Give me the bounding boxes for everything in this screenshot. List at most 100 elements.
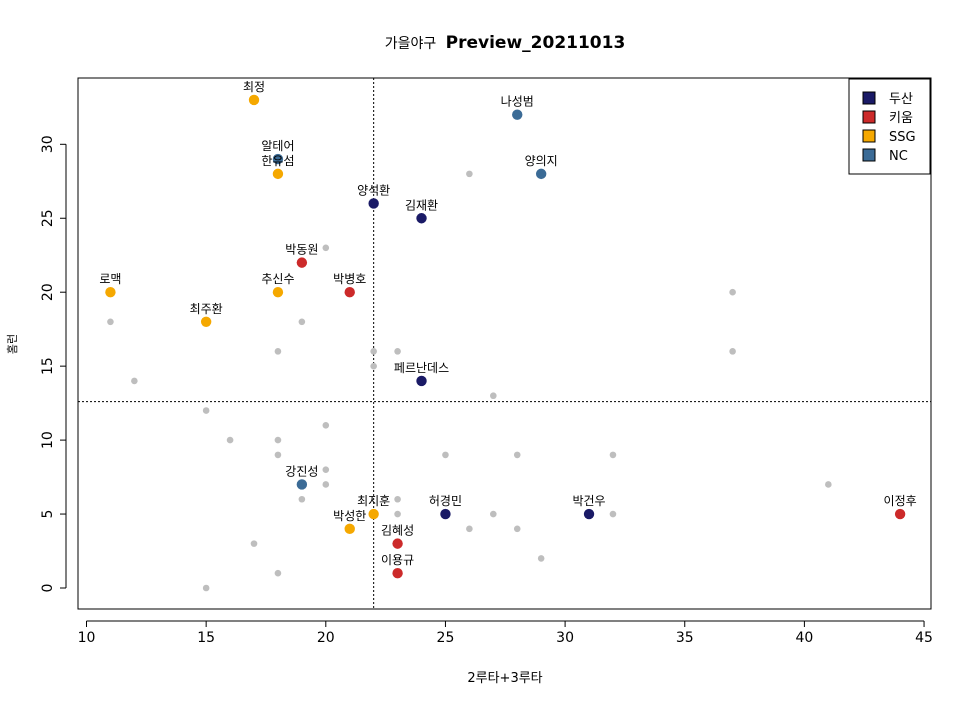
player-label: 추신수 (261, 272, 294, 286)
background-point (370, 362, 377, 370)
background-point (394, 348, 401, 355)
player-point (272, 168, 284, 180)
background-point (394, 510, 401, 518)
y-tick-label: 10 (40, 431, 56, 449)
player-label: 최주환 (190, 302, 223, 316)
plot-frame (77, 77, 932, 610)
player-point (416, 375, 427, 387)
x-tick-label: 15 (197, 630, 215, 646)
y-tick-label: 20 (40, 283, 56, 301)
player-point (200, 316, 212, 327)
x-tick-label: 20 (317, 630, 335, 646)
player-label: 로맥 (99, 272, 121, 286)
player-point (105, 287, 116, 298)
legend-swatch (862, 129, 876, 143)
player-point (535, 168, 547, 180)
legend-swatch (862, 148, 876, 162)
player-point (344, 287, 355, 298)
background-point (322, 481, 330, 488)
player-label: 최지훈 (357, 494, 390, 508)
background-point (825, 481, 832, 488)
legend-entry-label: 두산 (889, 92, 913, 107)
background-point (466, 170, 473, 178)
legend-swatch (862, 110, 876, 124)
chart-title-prefix: 가을야구 (385, 36, 437, 52)
player-point (368, 198, 379, 209)
player-label: 김혜성 (381, 524, 414, 538)
player-label: 허경민 (429, 494, 462, 508)
y-tick-label: 5 (40, 510, 56, 519)
background-point (490, 510, 497, 518)
background-point (322, 422, 330, 429)
player-label: 나성범 (501, 95, 534, 109)
player-point (392, 538, 403, 549)
background-point (609, 510, 617, 518)
background-point (298, 495, 306, 503)
background-point (537, 555, 545, 562)
player-point (272, 287, 284, 298)
y-tick-label: 25 (40, 209, 56, 227)
player-point (344, 523, 355, 535)
background-point (298, 318, 306, 326)
background-point (274, 348, 282, 355)
reference-lines (78, 78, 931, 609)
background-point (490, 392, 497, 400)
y-tick-label: 30 (40, 135, 56, 153)
chart-title: 가을야구 Preview_20211013 (385, 33, 626, 53)
x-tick-label: 40 (795, 630, 813, 646)
x-axis-label: 2루타+3루타 (467, 671, 542, 686)
player-point (248, 94, 260, 106)
background-point (274, 569, 282, 577)
player-label: 페르난데스 (394, 361, 449, 375)
player-point (440, 508, 451, 520)
background-point (442, 451, 449, 459)
background-point (226, 436, 234, 444)
player-label: 알테어 (261, 139, 294, 153)
player-label: 최정 (243, 80, 265, 94)
player-label: 이정후 (884, 494, 917, 508)
y-tick-label: 0 (40, 584, 56, 593)
player-label: 박건우 (572, 494, 605, 508)
x-tick-label: 45 (915, 630, 933, 646)
player-label: 강진성 (285, 464, 318, 478)
background-point (107, 318, 114, 326)
player-label: 김재환 (405, 198, 438, 212)
background-point (609, 451, 617, 459)
background-point (322, 466, 330, 473)
player-point (512, 109, 523, 120)
background-point (729, 348, 736, 355)
y-tick-label: 15 (40, 357, 56, 375)
x-tick-label: 10 (78, 630, 96, 646)
background-point (202, 407, 210, 414)
player-point (368, 508, 379, 520)
background-point (250, 540, 258, 547)
player-label: 박성한 (333, 509, 366, 523)
chart-title-main: Preview_20211013 (446, 33, 626, 53)
player-point (392, 568, 403, 579)
background-point (274, 436, 282, 444)
background-point (466, 525, 473, 533)
player-label: 박동원 (285, 243, 318, 257)
x-tick-label: 25 (437, 630, 455, 646)
background-point (322, 244, 330, 252)
player-point (583, 508, 595, 520)
background-point (202, 584, 210, 592)
background-point (370, 348, 377, 355)
legend-entry-label: NC (889, 149, 908, 164)
x-tick-label: 35 (676, 630, 694, 646)
y-axis-label: 홈런 (5, 334, 19, 354)
player-label: 양석환 (357, 183, 390, 197)
background-point (729, 288, 736, 296)
background-points (107, 170, 832, 592)
x-tick-label: 30 (556, 630, 574, 646)
player-label: 이용규 (381, 553, 414, 567)
background-point (513, 451, 521, 459)
player-point (894, 508, 906, 520)
legend-swatch (862, 91, 876, 105)
player-label: 한유섬 (261, 154, 294, 168)
background-point (131, 377, 138, 385)
player-point (416, 213, 427, 224)
axes: 10 15 20 25 30 35 40 45 0 5 10 15 20 25 30 (40, 77, 933, 646)
